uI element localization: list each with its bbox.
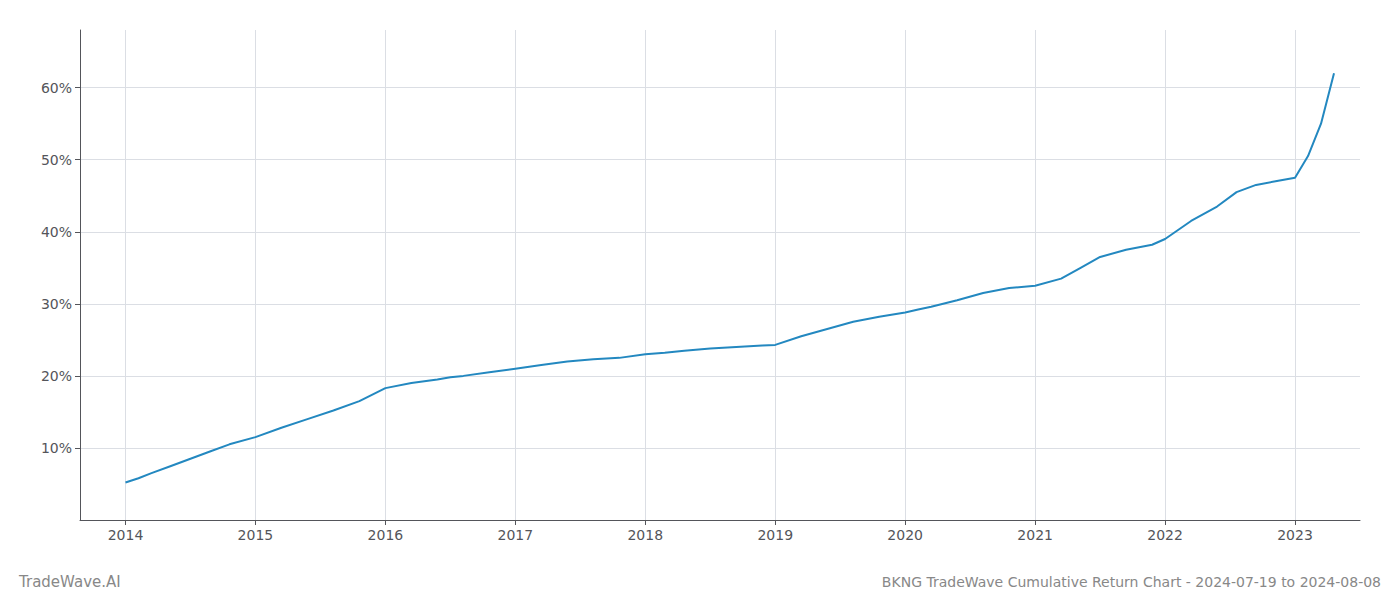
- svg-text:2019: 2019: [757, 527, 793, 543]
- svg-text:10%: 10%: [41, 440, 72, 456]
- svg-text:60%: 60%: [41, 80, 72, 96]
- svg-text:2020: 2020: [887, 527, 923, 543]
- svg-text:2018: 2018: [627, 527, 663, 543]
- svg-text:40%: 40%: [41, 224, 72, 240]
- svg-text:20%: 20%: [41, 368, 72, 384]
- svg-text:2021: 2021: [1017, 527, 1053, 543]
- svg-text:2016: 2016: [368, 527, 404, 543]
- svg-text:50%: 50%: [41, 152, 72, 168]
- svg-text:2022: 2022: [1147, 527, 1183, 543]
- svg-text:2014: 2014: [108, 527, 144, 543]
- svg-text:TradeWave.AI: TradeWave.AI: [18, 573, 121, 591]
- svg-text:2015: 2015: [238, 527, 274, 543]
- svg-text:BKNG TradeWave Cumulative Retu: BKNG TradeWave Cumulative Return Chart -…: [882, 574, 1381, 590]
- svg-text:30%: 30%: [41, 296, 72, 312]
- svg-text:2017: 2017: [498, 527, 534, 543]
- svg-text:2023: 2023: [1277, 527, 1313, 543]
